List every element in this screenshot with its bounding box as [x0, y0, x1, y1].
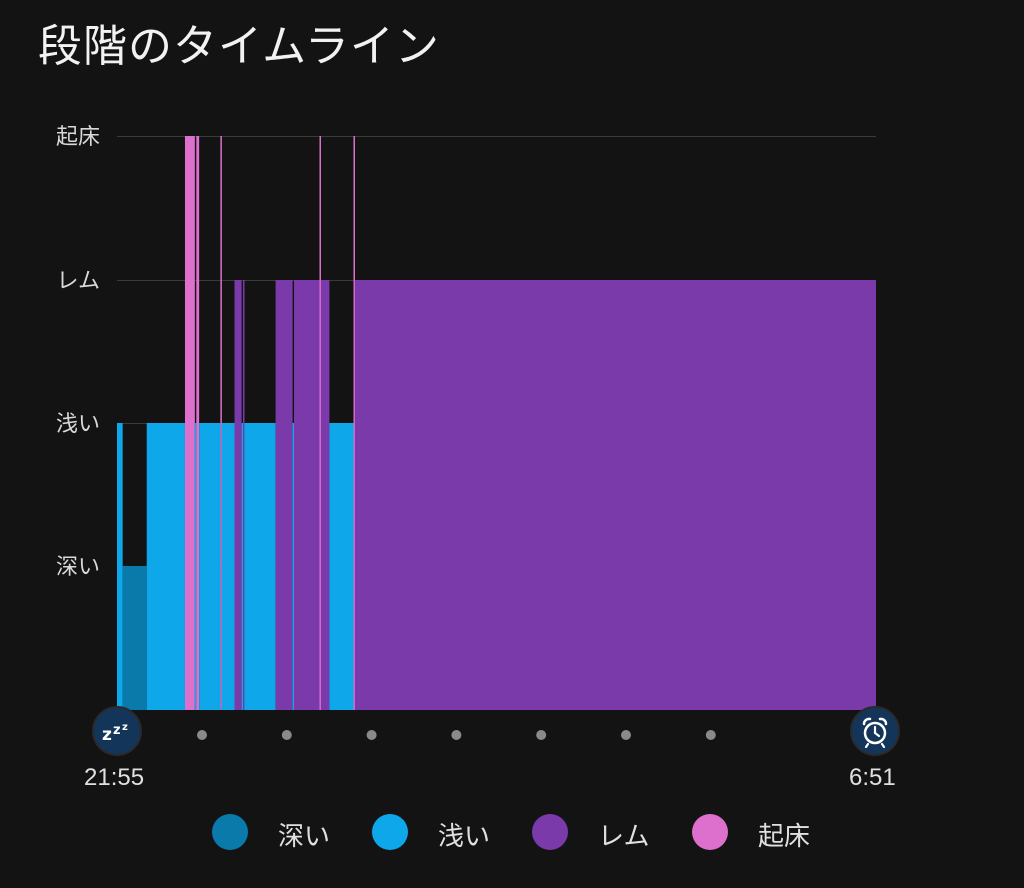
legend-swatch-awake	[692, 814, 728, 850]
time-axis-dot	[621, 730, 631, 740]
stage-bar-light	[199, 423, 221, 710]
svg-text:z: z	[102, 725, 112, 745]
time-axis-dot	[197, 730, 207, 740]
stage-bar-rem	[243, 280, 245, 710]
y-tick-label-rem: レム	[56, 269, 100, 294]
stage-bar-rem	[294, 280, 311, 710]
stage-bar-rem	[354, 280, 876, 710]
stage-bar-light	[194, 423, 197, 710]
stage-bar-awake	[319, 136, 321, 710]
legend-label-light: 浅い	[438, 822, 491, 852]
stage-bar-light	[117, 423, 123, 710]
sleep-start-icon: z z z	[92, 706, 142, 756]
legend-label-rem: レム	[598, 822, 650, 852]
time-axis-dot	[451, 730, 462, 740]
legend-swatch-deep	[212, 814, 248, 850]
stage-bar-light	[292, 423, 295, 710]
legend-swatch-light	[372, 814, 408, 850]
stage-bar-awake	[184, 136, 195, 710]
stage-bar-light	[241, 423, 244, 710]
stage-bar-rem	[311, 280, 320, 710]
chart-title: 段階のタイムライン	[38, 21, 440, 72]
stage-bar-light	[244, 423, 276, 710]
start-time-label: 21:55	[84, 764, 145, 791]
legend-label-deep: 深い	[278, 822, 331, 852]
stage-bar-light	[146, 423, 185, 710]
stage-bar-awake	[220, 136, 222, 710]
y-tick-label-deep: 深い	[56, 555, 100, 580]
time-axis-dot	[281, 730, 292, 740]
svg-text:z: z	[113, 723, 121, 738]
end-time-label: 6:51	[849, 764, 896, 791]
stage-bar-rem	[320, 280, 330, 710]
legend-swatch-rem	[532, 814, 568, 850]
stage-bar-rem	[234, 280, 242, 710]
chart-legend: 深い 浅い レム 起床	[0, 810, 1024, 856]
svg-text:z: z	[122, 722, 128, 733]
legend-label-awake: 起床	[758, 822, 811, 852]
time-axis-dot	[366, 730, 377, 740]
time-axis-dot	[536, 730, 547, 740]
stage-bar-awake	[196, 136, 200, 710]
time-axis-dot	[705, 730, 716, 740]
alarm-clock-icon	[850, 706, 900, 756]
y-tick-label-awake: 起床	[56, 125, 100, 150]
stage-bar-light	[329, 423, 354, 710]
stage-bar-light	[221, 423, 235, 710]
stage-bar-awake	[353, 136, 355, 710]
stage-bar-deep	[122, 566, 147, 710]
y-tick-label-light: 浅い	[56, 412, 100, 437]
stage-bar-rem	[275, 280, 293, 710]
